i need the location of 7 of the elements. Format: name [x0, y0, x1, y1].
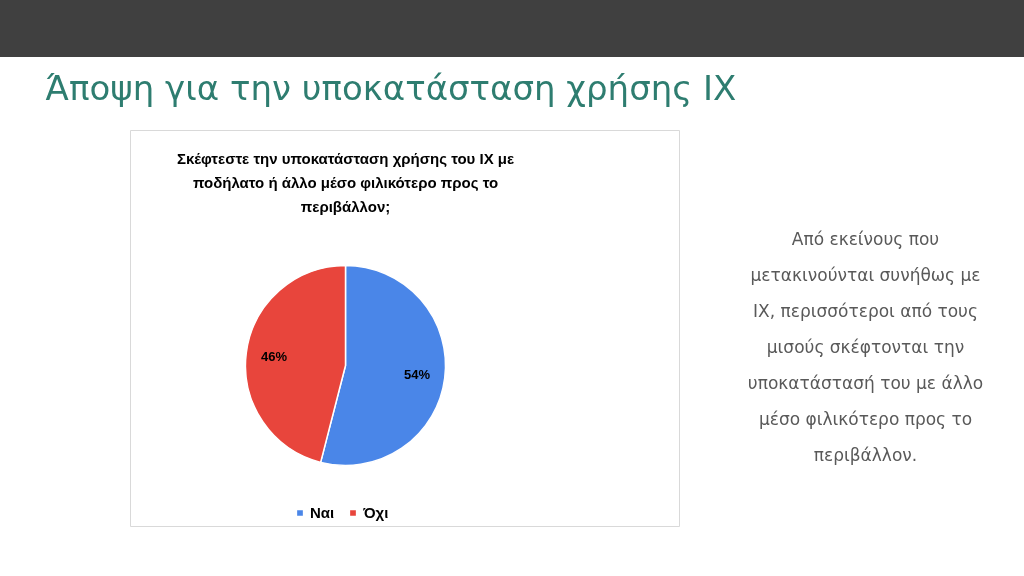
- legend-label: Ναι: [310, 504, 335, 521]
- text: Από εκείνους που μετακινούνται συνήθως με ΙΧ, περισσότεροι από τους μισούς σκέφτονται την υποκατάστασή του με άλλο μέσο φιλικότερο προς το περιβάλλον.: [747, 228, 984, 465]
- chart-subtitle: Σκέφτεστε την υποκατάσταση χρήσης του ΙΧ με ποδήλατο ή άλλο μέσο φιλικότερο προς το περιβάλλον;: [176, 150, 515, 215]
- data-label: 54%: [403, 367, 431, 383]
- data-label: 46%: [261, 348, 288, 364]
- chart-title: Άποψη για την υποκατάσταση χρήσης ΙΧ: [45, 67, 737, 108]
- legend-label: Όχι: [363, 504, 389, 521]
